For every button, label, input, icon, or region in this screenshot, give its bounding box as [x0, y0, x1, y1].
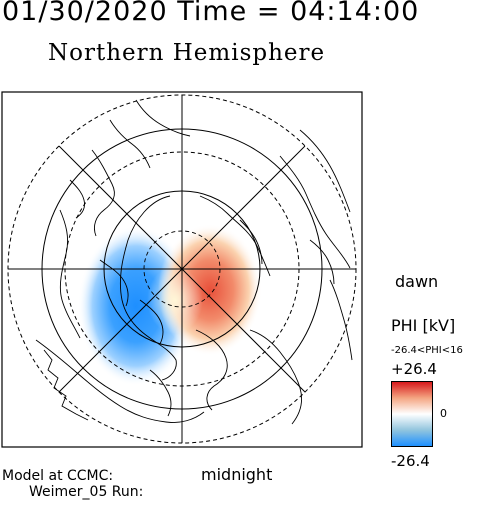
- coastline-siberia-west: [195, 329, 228, 411]
- coastline-alaska: [43, 349, 89, 421]
- colorbar-range-text: -26.4<PHI<16: [391, 345, 463, 356]
- coastline-asia-east: [329, 279, 353, 361]
- coastline-scandinavia: [279, 155, 351, 269]
- colorbar-min-label: -26.4: [391, 452, 430, 470]
- coastline-svalbard: [239, 219, 263, 265]
- dawn-label: dawn: [395, 272, 439, 291]
- coastline-baffin: [69, 179, 85, 219]
- colorbar: [391, 381, 433, 447]
- colorbar-zero-label: 0: [440, 407, 447, 420]
- run-label: Weimer_05 Run:: [29, 484, 144, 500]
- meridian-135-315: [58, 145, 306, 393]
- model-label: Model at CCMC:: [2, 468, 114, 484]
- hemisphere-title: Northern Hemisphere: [48, 40, 326, 66]
- coastline-hudson: [99, 259, 129, 307]
- map-frame: [1, 91, 363, 448]
- colorbar-max-label: +26.4: [391, 360, 437, 378]
- map-grid: [7, 94, 357, 444]
- midnight-label: midnight: [201, 465, 273, 484]
- coastline-novaya-zemlya: [309, 239, 335, 285]
- polar-map: [1, 91, 363, 448]
- coastline-iceland: [109, 119, 151, 169]
- coastline-russia-north: [299, 129, 351, 213]
- coastline-arctic-islands: [139, 299, 164, 345]
- coastline-north-america: [35, 339, 205, 423]
- colorbar-title: PHI [kV]: [391, 316, 456, 335]
- coastline-europe-north: [199, 195, 271, 277]
- coastline-canada-east: [91, 149, 115, 237]
- coastline-siberia-east: [249, 329, 303, 425]
- timestamp-title: 01/30/2020 Time = 04:14:00: [2, 0, 420, 27]
- coastline-europe: [135, 99, 191, 137]
- coastline-canada-north: [59, 209, 81, 339]
